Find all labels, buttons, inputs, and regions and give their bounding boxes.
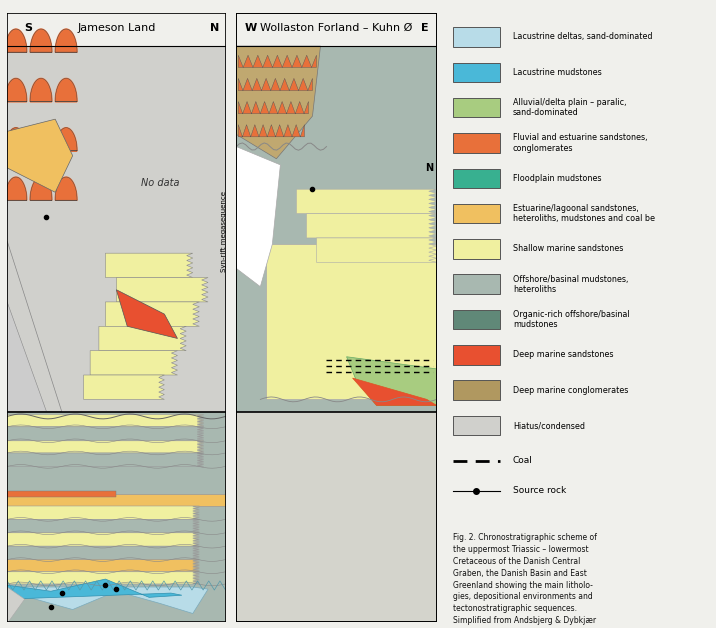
Text: Alluvial/delta plain – paralic,
sand-dominated: Alluvial/delta plain – paralic, sand-dom… [513,98,626,117]
Polygon shape [238,124,304,137]
Polygon shape [55,177,77,200]
Text: Jameson Land: Jameson Land [77,23,155,33]
Polygon shape [99,327,186,350]
Polygon shape [7,453,204,467]
Text: Fluvial and estuarine sandstones,
conglomerates: Fluvial and estuarine sandstones, conglo… [513,133,647,153]
Polygon shape [73,241,226,411]
Polygon shape [116,278,208,302]
Polygon shape [7,560,199,571]
Polygon shape [7,411,226,622]
Polygon shape [30,29,52,52]
Text: Deep marine conglomerates: Deep marine conglomerates [513,386,628,395]
Polygon shape [453,381,500,400]
Polygon shape [7,241,62,411]
Polygon shape [84,375,165,399]
Polygon shape [7,119,73,192]
Polygon shape [30,177,52,200]
Polygon shape [7,587,208,614]
Text: No data: No data [238,209,271,218]
Polygon shape [7,579,182,599]
Text: W: W [244,23,256,33]
Polygon shape [236,146,281,286]
Polygon shape [352,378,437,406]
Text: Fig. 2. Chronostratigraphic scheme of
the uppermost Triassic – lowermost
Cretace: Fig. 2. Chronostratigraphic scheme of th… [453,533,596,628]
Polygon shape [453,98,500,117]
Polygon shape [55,127,77,151]
Polygon shape [453,168,500,188]
Polygon shape [453,63,500,82]
Polygon shape [30,78,52,102]
Polygon shape [7,427,204,441]
Polygon shape [55,29,77,52]
Polygon shape [55,78,77,102]
Polygon shape [7,46,127,411]
Polygon shape [453,204,500,224]
Polygon shape [453,345,500,365]
Polygon shape [316,238,437,263]
Text: Shallow marine sandstones: Shallow marine sandstones [513,244,623,254]
Text: Lacustrine deltas, sand-dominated: Lacustrine deltas, sand-dominated [513,33,652,41]
Text: E: E [421,23,429,33]
Polygon shape [453,310,500,329]
Text: Floodplain mudstones: Floodplain mudstones [513,174,601,183]
Text: No data: No data [141,178,179,188]
Text: Organic-rich offshore/basinal
mudstones: Organic-rich offshore/basinal mudstones [513,310,629,329]
Polygon shape [7,302,47,411]
Polygon shape [266,244,437,399]
Text: Estuarine/lagoonal sandstones,
heteroliths, mudstones and coal be: Estuarine/lagoonal sandstones, heterolit… [513,204,655,224]
Polygon shape [7,414,204,427]
Polygon shape [5,78,26,102]
Polygon shape [453,27,500,46]
Polygon shape [30,127,52,151]
Polygon shape [7,546,199,560]
Polygon shape [127,259,226,411]
Polygon shape [236,46,437,411]
Polygon shape [5,127,26,151]
Polygon shape [7,506,199,519]
Text: Deep marine sandstones: Deep marine sandstones [513,350,614,359]
Polygon shape [105,302,199,327]
Polygon shape [238,55,316,67]
Polygon shape [453,274,500,294]
Polygon shape [453,239,500,259]
Text: S: S [241,190,248,200]
Polygon shape [116,290,178,338]
Polygon shape [453,416,500,435]
Polygon shape [236,46,321,159]
Polygon shape [7,533,199,546]
Polygon shape [236,411,437,622]
Polygon shape [7,587,24,624]
Text: Wollaston Forland – Kuhn Ø: Wollaston Forland – Kuhn Ø [261,23,412,33]
Polygon shape [7,494,226,506]
Polygon shape [90,350,178,375]
Polygon shape [7,571,199,584]
Text: Lacustrine mudstones: Lacustrine mudstones [513,68,601,77]
Polygon shape [296,189,437,214]
Text: Hiatus/condensed: Hiatus/condensed [513,421,585,430]
Text: S: S [24,23,33,33]
Polygon shape [347,357,437,406]
Polygon shape [238,102,309,114]
Polygon shape [105,253,193,278]
Polygon shape [5,177,26,200]
Text: Source rock: Source rock [513,487,566,495]
Polygon shape [5,29,26,52]
Polygon shape [7,519,199,533]
Polygon shape [306,214,437,238]
Polygon shape [7,490,116,497]
Polygon shape [7,441,204,453]
Text: Coal: Coal [513,457,533,465]
Polygon shape [238,78,312,90]
Polygon shape [453,133,500,153]
Text: N: N [425,163,433,173]
Text: N: N [210,23,219,33]
Polygon shape [7,46,226,411]
Text: Offshore/basinal mudstones,
heteroliths: Offshore/basinal mudstones, heteroliths [513,274,628,294]
Text: Syn-rift megasequence: Syn-rift megasequence [221,192,227,273]
